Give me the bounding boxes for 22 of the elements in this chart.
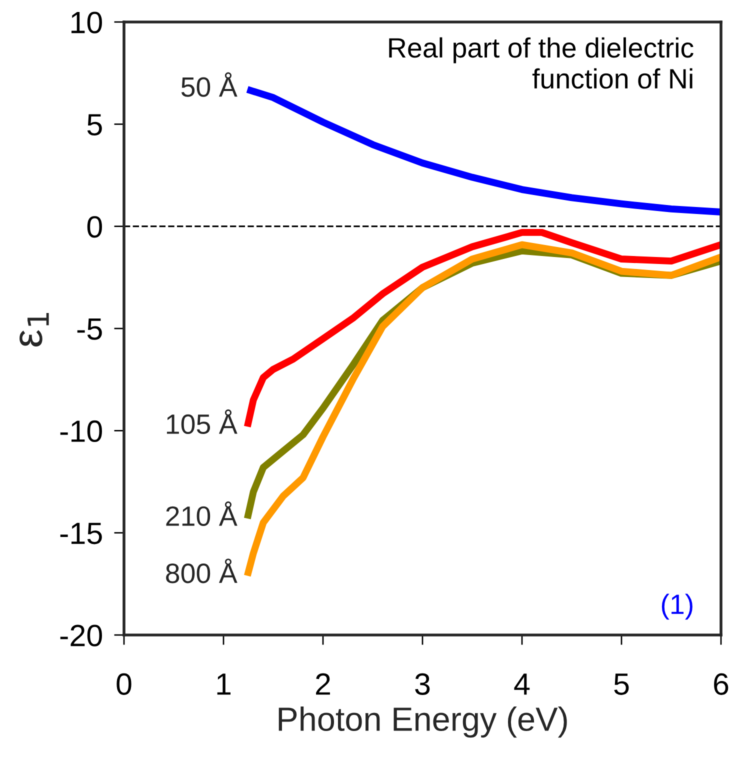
x-tick-label: 3 — [415, 673, 430, 695]
x-tick-label: 0 — [116, 673, 132, 695]
series-label: 50 Å — [181, 72, 238, 97]
x-tick-label: 4 — [514, 674, 530, 695]
x-tick-label: 5 — [614, 674, 629, 695]
annotation: (1) — [662, 594, 692, 620]
y-tick-label: -20 — [60, 624, 102, 646]
y-tick-label: 5 — [87, 114, 102, 136]
x-tick-label: 2 — [316, 673, 330, 695]
y-tick-label: -15 — [60, 522, 102, 544]
y-tick-label: 10 — [72, 12, 102, 34]
y-tick-label: 0 — [87, 216, 102, 238]
series-label: 105 Å — [166, 409, 238, 434]
annotation: Real part of the dielectric function of Ni — [389, 37, 694, 89]
series-label: 210 Å — [166, 501, 238, 526]
x-tick-label: 6 — [714, 673, 728, 695]
y-tick-label: -5 — [77, 318, 102, 340]
series-label: 800 Å — [166, 558, 238, 584]
x-axis-title: Photon Energy (eV) — [278, 706, 567, 738]
y-tick-label: -10 — [60, 420, 102, 442]
x-tick-label: 1 — [217, 674, 231, 695]
y-axis-title: ε$_{1}$ — [20, 313, 49, 346]
